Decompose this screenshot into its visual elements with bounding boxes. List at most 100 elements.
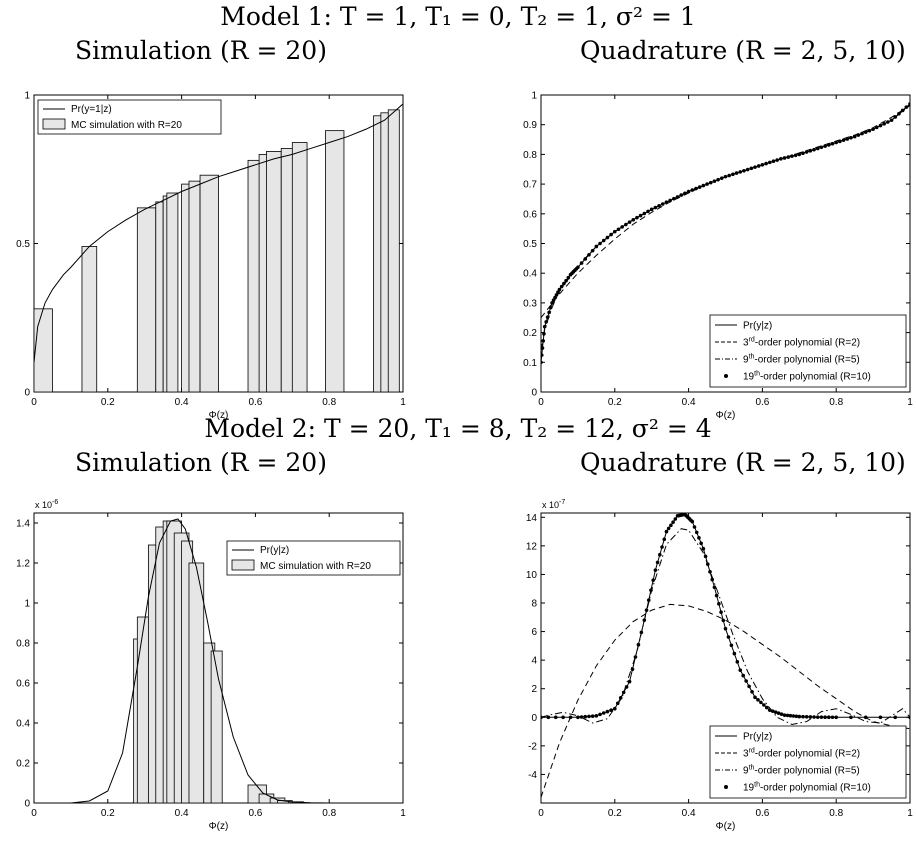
x-tick-label: 1 xyxy=(907,397,913,408)
series-line-point xyxy=(609,708,613,712)
y-tick-label: 4 xyxy=(531,656,537,667)
series-line-point xyxy=(609,232,613,237)
series-line-point xyxy=(699,541,703,546)
legend-label: 9th-order polynomial (R=5) xyxy=(743,765,860,777)
series-line-point xyxy=(860,131,864,136)
series-line-point xyxy=(852,134,857,139)
series-line-point xyxy=(615,701,620,706)
series-line-point xyxy=(664,200,669,205)
series-line-point xyxy=(624,685,629,689)
y-tick-label: 0.6 xyxy=(16,679,30,690)
series-line-point xyxy=(762,703,766,707)
series-line-point xyxy=(542,324,547,329)
x-tick-label: 0.6 xyxy=(755,808,769,819)
series-line-point xyxy=(827,143,831,147)
series-line-point xyxy=(701,183,706,188)
plot-content xyxy=(541,102,910,365)
y-tick-label: 2 xyxy=(531,684,537,695)
series-line-point xyxy=(897,111,901,116)
series-line-point xyxy=(729,643,734,648)
legend-box xyxy=(709,314,907,388)
series-line-point xyxy=(849,135,853,140)
y-tick-label: 1 xyxy=(531,91,537,102)
series-line-point xyxy=(627,220,632,224)
series-line-point xyxy=(804,715,809,719)
series-line-point xyxy=(672,196,676,201)
series-line-point xyxy=(871,127,875,131)
histogram-bar xyxy=(387,109,400,392)
histogram-bar xyxy=(188,562,205,803)
series-line-point xyxy=(547,310,551,315)
series-line-point xyxy=(708,570,712,574)
model2-heading: Model 2: T = 20, T₁ = 8, T₂ = 12, σ² = 4 xyxy=(204,414,712,443)
series-line-point xyxy=(753,165,757,169)
series-line-point xyxy=(598,712,602,717)
series-line-point xyxy=(546,715,551,720)
series-line-point xyxy=(801,151,805,156)
series-line-point xyxy=(697,536,701,540)
y-tick-label: -2 xyxy=(528,741,537,752)
series-line-point xyxy=(541,715,543,720)
series-line-point xyxy=(779,157,783,161)
series-line-point xyxy=(747,684,751,689)
legend-label: Pr(y=1|z) xyxy=(71,104,112,115)
y-tick-label: 0 xyxy=(531,713,537,724)
series-line-point xyxy=(731,172,735,177)
legend-label: Pr(y|z) xyxy=(743,321,772,332)
series-line-point xyxy=(790,154,794,158)
x-tick-label: 0.8 xyxy=(829,808,843,819)
histogram-bar xyxy=(81,246,98,392)
y-tick-label: 0.2 xyxy=(16,759,30,770)
series-line-point xyxy=(819,715,824,719)
series-line-point xyxy=(815,715,820,719)
series-line-point xyxy=(812,147,816,152)
series-line-point xyxy=(639,630,644,635)
series-line-point xyxy=(675,195,680,199)
series-line-point xyxy=(723,174,728,179)
y-tick-label: 8 xyxy=(531,599,537,610)
series-line-point xyxy=(764,161,768,166)
series-line-point xyxy=(765,705,769,710)
series-line-point xyxy=(793,153,798,158)
series-line-point xyxy=(732,651,737,656)
y-tick-label: 0 xyxy=(531,388,537,399)
series-line-point xyxy=(708,180,713,185)
series-line-point xyxy=(785,713,790,718)
series-line-point xyxy=(878,715,883,720)
series-line-point xyxy=(830,715,835,720)
series-line-point xyxy=(590,714,595,718)
x-tick-label: 0.6 xyxy=(755,397,769,408)
series-line-point xyxy=(662,537,667,542)
series-line-point xyxy=(668,198,672,203)
series-line-point xyxy=(621,690,626,695)
series-line-point xyxy=(703,554,708,559)
series-line-point xyxy=(601,711,606,715)
series-line-point xyxy=(719,610,723,614)
series-line-point xyxy=(554,293,559,297)
series-line-point xyxy=(723,626,728,631)
series-line-point xyxy=(808,149,813,153)
histogram-bar xyxy=(188,180,201,392)
series-line-point xyxy=(664,529,669,534)
series-line-point xyxy=(601,238,606,243)
plot-content xyxy=(541,513,910,798)
probability-curve xyxy=(34,518,403,803)
series-line-point xyxy=(779,712,784,716)
series-line-point xyxy=(749,166,754,171)
series-line-point xyxy=(542,331,546,336)
series-line-point xyxy=(642,211,647,216)
legend-label: 19th-order polynomial (R=10) xyxy=(743,371,871,383)
series-line-point xyxy=(690,188,695,192)
series-line-point xyxy=(712,585,717,590)
histogram-bar xyxy=(34,308,53,392)
series-line-point xyxy=(564,278,568,283)
series-line-point xyxy=(620,225,624,229)
x-tick-label: 0.2 xyxy=(101,808,115,819)
series-line-point xyxy=(690,519,695,524)
series-line-point xyxy=(863,130,868,134)
series-line-point xyxy=(823,144,827,148)
x-tick-label: 0.8 xyxy=(322,808,336,819)
probability-curve xyxy=(34,103,403,363)
series-line-point xyxy=(823,715,827,719)
series-line-point xyxy=(635,215,639,220)
